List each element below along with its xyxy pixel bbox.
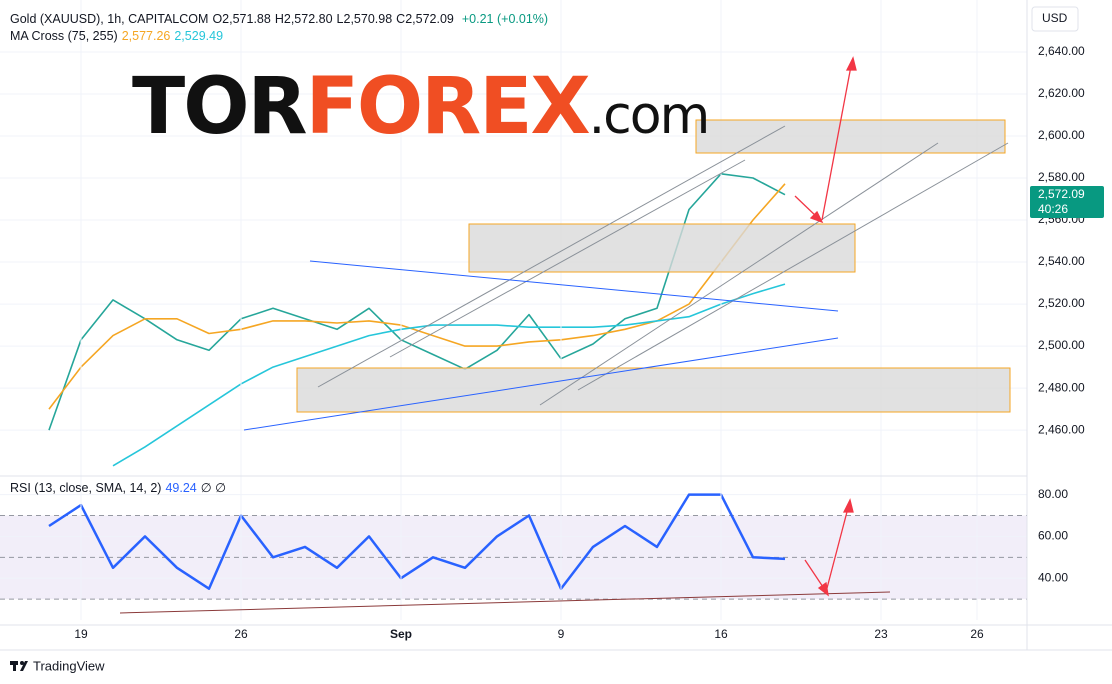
rsi-legend: RSI (13, close, SMA, 14, 2) 49.24 ∅ ∅ (10, 480, 230, 495)
rsi-title: RSI (13, close, SMA, 14, 2) (10, 481, 162, 495)
currency: USD (1042, 11, 1068, 25)
ohlc-key: C (396, 12, 406, 26)
trend-line (119, 591, 891, 614)
x-tick-label: 9 (558, 627, 565, 641)
y-tick-label: 2,500.00 (1038, 338, 1085, 352)
ohlc-value: 2,570.98 (343, 12, 393, 26)
legend: Gold (XAUUSD), 1h, CAPITALCOM O2,571.88 H2… (10, 12, 552, 26)
y-tick-label: 40.00 (1038, 570, 1068, 584)
x-tick-label: 26 (234, 627, 248, 641)
logo-part: TOR (132, 62, 308, 152)
zone (695, 119, 1006, 154)
logo-part: .com (588, 86, 711, 146)
ohlc: O2,571.88 H2,572.80 L2,570.98 C2,572.09 (212, 12, 457, 26)
series-line (48, 183, 786, 410)
brand: TradingView (33, 658, 105, 673)
y-tick-label: 2,480.00 (1038, 380, 1085, 394)
price-label-box (1030, 186, 1104, 218)
x-tick-label: 19 (74, 627, 88, 641)
ohlc-value: 2,572.80 (283, 12, 333, 26)
y-tick-label: 2,600.00 (1038, 128, 1085, 142)
x-tick-label: 23 (874, 627, 888, 641)
ma-slow: 2,529.49 (174, 29, 224, 43)
series-line (112, 283, 786, 467)
y-tick-label: 2,540.00 (1038, 254, 1085, 268)
trend-line (309, 260, 839, 312)
y-tick-label: 80.00 (1038, 487, 1068, 501)
forecast-arrows (794, 56, 857, 597)
y-tick-label: 2,460.00 (1038, 422, 1085, 436)
currency-box (1031, 6, 1079, 32)
ohlc-value: 2,572.09 (405, 12, 454, 26)
ohlc-key: H (274, 12, 284, 26)
price-label: 2,572.09 (1038, 187, 1085, 201)
ohlc-key: L (336, 12, 344, 26)
countdown: 40:26 (1038, 202, 1068, 216)
y-tick-label: 2,580.00 (1038, 170, 1085, 184)
ma-title: MA Cross (75, 255) (10, 29, 118, 43)
ma-legend: MA Cross (75, 255) 2,577.26 2,529.49 (10, 29, 227, 43)
series-line (48, 493, 786, 590)
ohlc-key: O (212, 12, 223, 26)
change: +0.21 (+0.01%) (461, 12, 549, 26)
x-tick-label: 26 (970, 627, 984, 641)
rsi-empty: ∅ ∅ (200, 481, 226, 495)
y-tick-label: 2,640.00 (1038, 44, 1085, 58)
rsi-value: 49.24 (165, 481, 197, 495)
series-line (48, 173, 786, 431)
trend-line (243, 337, 839, 431)
logo-part: FOREX (305, 62, 591, 152)
x-tick-label: Sep (390, 627, 412, 641)
ma-fast: 2,577.26 (121, 29, 171, 43)
zone (296, 367, 1011, 413)
y-tick-label: 60.00 (1038, 529, 1068, 543)
x-tick-label: 16 (714, 627, 728, 641)
brand-icon (10, 661, 28, 671)
y-tick-label: 2,620.00 (1038, 86, 1085, 100)
symbol: Gold (XAUUSD), 1h, CAPITALCOM (10, 12, 209, 26)
zone (468, 223, 856, 273)
y-tick-label: 2,520.00 (1038, 296, 1085, 310)
ohlc-value: 2,571.88 (222, 12, 271, 26)
channel-lines (317, 125, 1009, 406)
logo: TORFOREX.com (132, 62, 711, 152)
